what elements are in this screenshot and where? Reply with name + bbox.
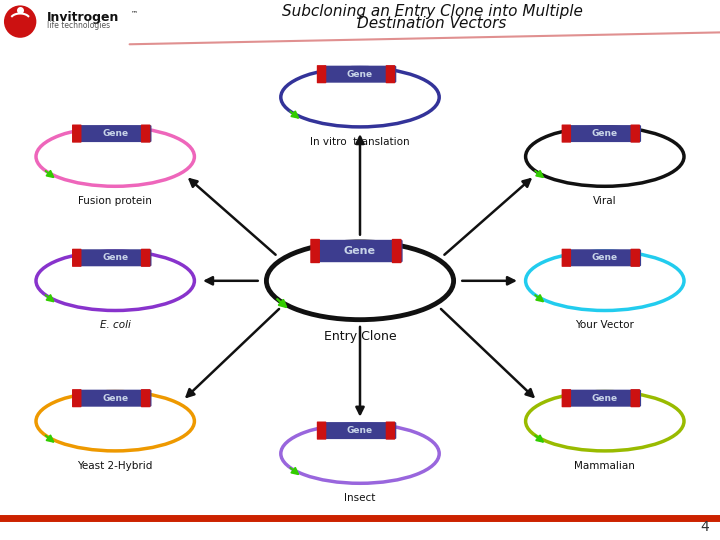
FancyBboxPatch shape	[72, 125, 81, 143]
Text: Gene: Gene	[592, 394, 618, 403]
FancyBboxPatch shape	[79, 249, 151, 266]
FancyBboxPatch shape	[79, 390, 151, 407]
FancyBboxPatch shape	[141, 249, 150, 267]
FancyBboxPatch shape	[141, 389, 150, 407]
Text: Viral: Viral	[593, 196, 616, 206]
Text: Gene: Gene	[347, 70, 373, 79]
FancyBboxPatch shape	[562, 389, 571, 407]
FancyBboxPatch shape	[569, 390, 641, 407]
Text: Yeast 2-Hybrid: Yeast 2-Hybrid	[78, 461, 153, 471]
FancyBboxPatch shape	[569, 125, 641, 142]
Text: life technologies: life technologies	[47, 22, 110, 30]
FancyBboxPatch shape	[386, 65, 395, 83]
Ellipse shape	[4, 5, 36, 38]
Text: Invitrogen: Invitrogen	[47, 11, 120, 24]
FancyBboxPatch shape	[72, 389, 81, 407]
FancyBboxPatch shape	[569, 249, 641, 266]
Text: ™: ™	[131, 10, 138, 17]
Text: Insect: Insect	[344, 493, 376, 503]
Text: Your Vector: Your Vector	[575, 320, 634, 330]
Text: Fusion protein: Fusion protein	[78, 196, 152, 206]
Text: Gene: Gene	[347, 426, 373, 435]
Text: Gene: Gene	[102, 253, 128, 262]
FancyBboxPatch shape	[324, 422, 396, 439]
Text: E. coli: E. coli	[100, 320, 130, 330]
Text: Gene: Gene	[102, 394, 128, 403]
Text: Gene: Gene	[592, 253, 618, 262]
FancyBboxPatch shape	[79, 125, 151, 142]
FancyBboxPatch shape	[631, 249, 640, 267]
Text: 4: 4	[701, 519, 709, 534]
FancyBboxPatch shape	[141, 125, 150, 143]
FancyBboxPatch shape	[317, 65, 326, 83]
Text: Gene: Gene	[592, 129, 618, 138]
FancyBboxPatch shape	[392, 239, 402, 263]
FancyBboxPatch shape	[631, 389, 640, 407]
Text: Mammalian: Mammalian	[575, 461, 635, 471]
Text: In vitro  translation: In vitro translation	[310, 137, 410, 147]
FancyBboxPatch shape	[317, 422, 326, 440]
FancyBboxPatch shape	[72, 249, 81, 267]
FancyBboxPatch shape	[562, 125, 571, 143]
FancyBboxPatch shape	[386, 422, 395, 440]
FancyBboxPatch shape	[562, 249, 571, 267]
FancyBboxPatch shape	[318, 240, 402, 262]
FancyBboxPatch shape	[631, 125, 640, 143]
Text: Destination Vectors: Destination Vectors	[357, 16, 507, 31]
Text: Subcloning an Entry Clone into Multiple: Subcloning an Entry Clone into Multiple	[282, 4, 582, 19]
FancyBboxPatch shape	[324, 66, 396, 83]
Text: Entry Clone: Entry Clone	[324, 330, 396, 343]
Text: Gene: Gene	[344, 246, 376, 256]
FancyBboxPatch shape	[310, 239, 320, 263]
Text: Gene: Gene	[102, 129, 128, 138]
